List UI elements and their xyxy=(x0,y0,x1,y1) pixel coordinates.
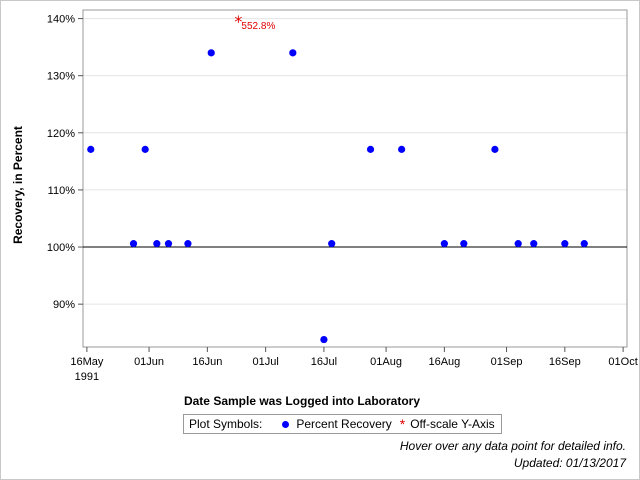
updated-date-text: Updated: 01/13/2017 xyxy=(513,456,626,470)
data-point[interactable] xyxy=(514,240,522,248)
data-point[interactable] xyxy=(366,145,375,153)
data-point[interactable] xyxy=(289,49,297,57)
data-point[interactable] xyxy=(580,240,588,248)
legend: Plot Symbols: Percent Recovery * Off-sca… xyxy=(183,414,502,434)
data-point[interactable] xyxy=(184,240,192,248)
y-tick-label: 100% xyxy=(47,242,75,254)
x-tick-sublabel: 1991 xyxy=(75,371,99,383)
data-point[interactable] xyxy=(164,240,173,248)
data-point[interactable] xyxy=(398,145,406,153)
y-tick-label: 140% xyxy=(47,14,75,26)
y-axis-label: Recovery, in Percent xyxy=(11,126,25,244)
hover-hint-text: Hover over any data point for detailed i… xyxy=(399,439,626,453)
x-tick-label: 16Jul xyxy=(311,356,337,368)
x-tick-label: 01Aug xyxy=(370,356,402,368)
off-scale-point-label: 552.8% xyxy=(241,21,275,32)
y-axis: 90% 100% 110% 120% 130% 140% xyxy=(47,14,83,311)
grid xyxy=(83,18,627,305)
data-point[interactable] xyxy=(328,240,336,248)
data-point[interactable] xyxy=(87,145,95,153)
x-tick-label: 01Oct xyxy=(608,356,637,368)
data-point[interactable] xyxy=(141,145,149,153)
off-scale-point[interactable]: * xyxy=(234,12,242,31)
legend-title: Plot Symbols: xyxy=(189,417,263,431)
data-point[interactable] xyxy=(460,240,468,248)
data-point[interactable] xyxy=(153,240,161,248)
y-tick-label: 110% xyxy=(48,185,76,197)
data-point[interactable] xyxy=(530,240,538,248)
x-tick-label: 16Sep xyxy=(549,356,581,368)
data-point[interactable] xyxy=(207,49,215,57)
x-axis-label: Date Sample was Logged into Laboratory xyxy=(184,394,420,408)
x-tick-label: 01Jun xyxy=(134,356,164,368)
plot-area xyxy=(82,9,628,348)
x-axis: 16May 1991 01Jun 16Jun 01Jul 16Jul 01Aug 16Aug 0… xyxy=(70,347,638,383)
x-tick-label: 16May xyxy=(70,356,104,368)
x-tick-label: 01Jul xyxy=(252,356,278,368)
data-point[interactable] xyxy=(320,335,328,344)
legend-circle-icon xyxy=(282,420,290,428)
data-point[interactable] xyxy=(491,145,499,153)
y-tick-label: 90% xyxy=(53,299,75,311)
x-tick-label: 16Jun xyxy=(192,356,222,368)
x-tick-label: 16Aug xyxy=(428,356,460,368)
y-tick-label: 120% xyxy=(47,128,75,140)
data-point[interactable] xyxy=(440,240,448,248)
data-points: * 552.8% xyxy=(87,12,588,344)
data-point[interactable] xyxy=(561,240,569,248)
legend-item-off-scale: Off-scale Y-Axis xyxy=(410,417,495,431)
data-point[interactable] xyxy=(129,240,138,248)
x-tick-label: 01Sep xyxy=(491,356,523,368)
legend-item-percent-recovery: Percent Recovery xyxy=(296,417,392,431)
legend-star-icon: * xyxy=(399,416,406,432)
y-tick-label: 130% xyxy=(47,71,75,83)
